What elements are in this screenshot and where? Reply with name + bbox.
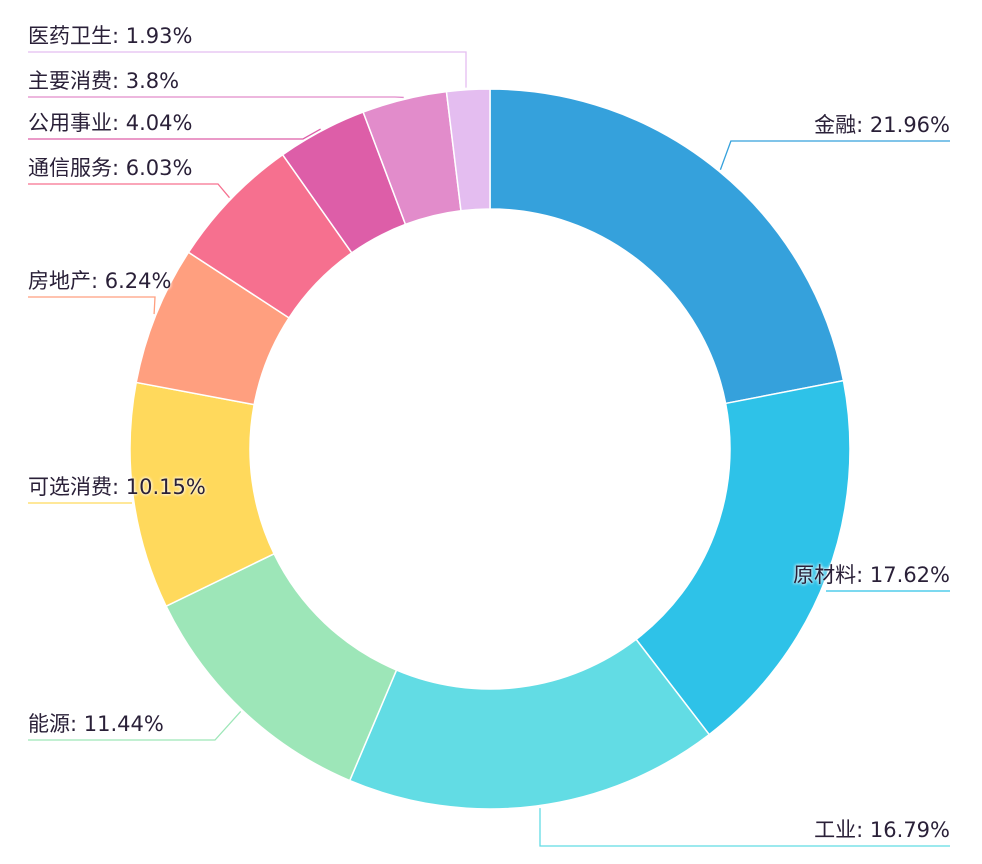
slice-医药卫生[interactable] [445,88,491,212]
donut-slices [129,88,851,810]
leader-line [28,51,467,88]
slice-label: 房地产: 6.24% [28,269,172,293]
slice-label: 通信服务: 6.03% [28,156,193,180]
slice-label: 医药卫生: 1.93% [28,24,193,48]
leader-line [28,128,321,140]
slice-工业[interactable] [348,638,711,810]
leader-line [539,808,950,847]
slice-金融[interactable] [489,88,845,405]
slice-label: 公用事业: 4.04% [28,111,193,135]
leader-line [28,183,230,199]
slice-label: 能源: 11.44% [28,712,164,736]
leader-lines [28,51,950,847]
slice-label: 可选消费: 10.15% [28,475,206,499]
slice-label: 工业: 16.79% [814,818,950,842]
slice-原材料[interactable] [635,379,851,736]
leader-line [28,296,156,315]
leader-line [719,140,950,171]
leader-line [28,711,242,741]
slice-label: 原材料: 17.62% [793,563,950,587]
slice-label: 金融: 21.96% [814,113,950,137]
slice-label: 主要消费: 3.8% [28,69,180,93]
